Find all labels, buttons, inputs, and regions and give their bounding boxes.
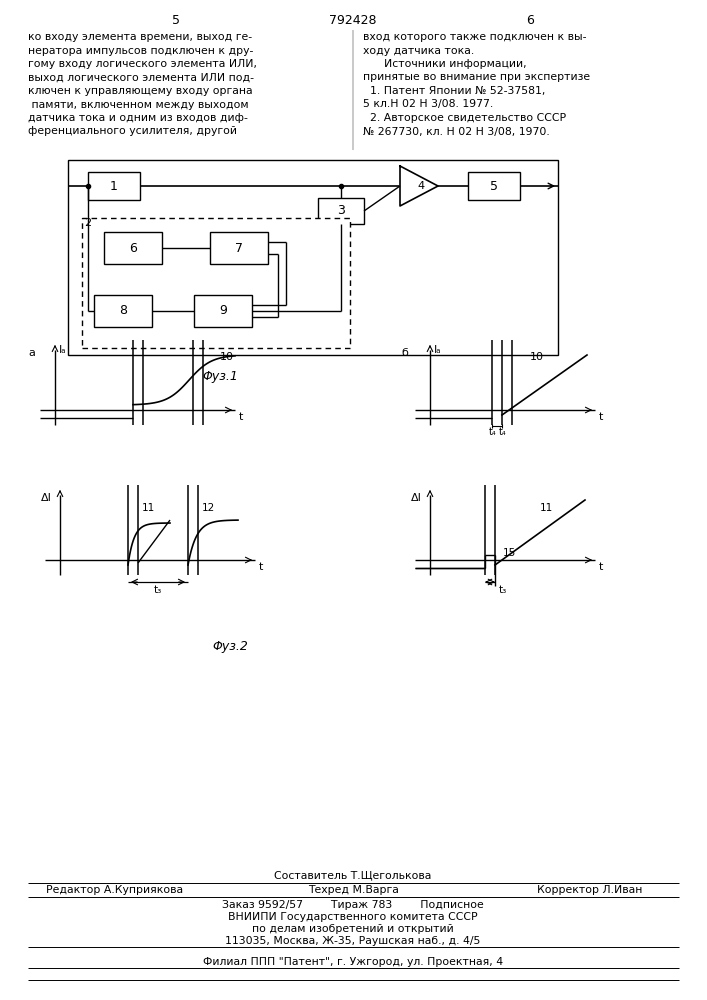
Text: 792428: 792428 — [329, 14, 377, 27]
Text: t: t — [599, 562, 603, 572]
Text: 9: 9 — [219, 304, 227, 318]
Text: 113035, Москва, Ж-35, Раушская наб., д. 4/5: 113035, Москва, Ж-35, Раушская наб., д. … — [226, 936, 481, 946]
Bar — [104, 232, 162, 264]
Text: 6: 6 — [526, 14, 534, 27]
Text: 1. Патент Японии № 52-37581,: 1. Патент Японии № 52-37581, — [363, 86, 545, 96]
Text: 2: 2 — [84, 218, 91, 228]
Text: Φуз.2: Φуз.2 — [212, 640, 248, 653]
Text: ко входу элемента времени, выход ге-: ко входу элемента времени, выход ге- — [28, 32, 252, 42]
Text: 11: 11 — [142, 503, 156, 513]
Text: датчика тока и одним из входов диф-: датчика тока и одним из входов диф- — [28, 113, 248, 123]
Bar — [68, 160, 558, 355]
Text: 10: 10 — [220, 352, 234, 362]
Text: 7: 7 — [235, 241, 243, 254]
Text: по делам изобретений и открытий: по делам изобретений и открытий — [252, 924, 454, 934]
Bar — [94, 295, 152, 327]
Text: Заказ 9592/57        Тираж 783        Подписное: Заказ 9592/57 Тираж 783 Подписное — [222, 900, 484, 910]
Text: 1: 1 — [110, 180, 118, 192]
Bar — [318, 198, 364, 224]
Text: t₄: t₄ — [499, 427, 507, 437]
Text: 11: 11 — [540, 503, 554, 513]
Text: ΔI: ΔI — [411, 493, 422, 503]
Text: t: t — [239, 412, 243, 422]
Bar — [210, 232, 268, 264]
Polygon shape — [400, 166, 438, 206]
Text: б: б — [401, 348, 408, 358]
Text: t₃: t₃ — [154, 585, 162, 595]
Text: выход логического элемента ИЛИ под-: выход логического элемента ИЛИ под- — [28, 73, 254, 83]
Text: 8: 8 — [119, 304, 127, 318]
Text: 6: 6 — [129, 241, 137, 254]
Text: 3: 3 — [337, 205, 345, 218]
Text: ходу датчика тока.: ходу датчика тока. — [363, 45, 474, 55]
Text: 4: 4 — [417, 181, 425, 191]
Text: нератора импульсов подключен к дру-: нератора импульсов подключен к дру- — [28, 45, 253, 55]
Text: Составитель Т.Щеголькова: Составитель Т.Щеголькова — [274, 870, 432, 880]
Text: 10: 10 — [530, 352, 544, 362]
Text: ВНИИПИ Государственного комитета СССР: ВНИИПИ Государственного комитета СССР — [228, 912, 478, 922]
Text: Источники информации,: Источники информации, — [363, 59, 527, 69]
Text: 5: 5 — [172, 14, 180, 27]
Text: Iₐ: Iₐ — [59, 345, 66, 355]
Text: 5: 5 — [490, 180, 498, 192]
Text: № 267730, кл. Н 02 Н 3/08, 1970.: № 267730, кл. Н 02 Н 3/08, 1970. — [363, 126, 550, 136]
Text: памяти, включенном между выходом: памяти, включенном между выходом — [28, 100, 249, 109]
Bar — [82, 218, 350, 348]
Text: Филиал ППП "Патент", г. Ужгород, ул. Проектная, 4: Филиал ППП "Патент", г. Ужгород, ул. Про… — [203, 957, 503, 967]
Text: ΔI: ΔI — [41, 493, 52, 503]
Text: ференциального усилителя, другой: ференциального усилителя, другой — [28, 126, 237, 136]
Text: 12: 12 — [202, 503, 215, 513]
Text: t: t — [599, 412, 603, 422]
Text: ключен к управляющему входу органа: ключен к управляющему входу органа — [28, 86, 252, 96]
Text: принятые во внимание при экспертизе: принятые во внимание при экспертизе — [363, 73, 590, 83]
Text: Iₐ: Iₐ — [434, 345, 442, 355]
Text: t: t — [259, 562, 264, 572]
Text: t₃: t₃ — [499, 585, 507, 595]
Text: t₄: t₄ — [489, 427, 497, 437]
Text: Техред М.Варга: Техред М.Варга — [308, 885, 399, 895]
Text: гому входу логического элемента ИЛИ,: гому входу логического элемента ИЛИ, — [28, 59, 257, 69]
Text: вход которого также подключен к вы-: вход которого также подключен к вы- — [363, 32, 587, 42]
Text: 5 кл.Н 02 Н 3/08. 1977.: 5 кл.Н 02 Н 3/08. 1977. — [363, 100, 493, 109]
Bar — [88, 172, 140, 200]
Text: Корректор Л.Иван: Корректор Л.Иван — [537, 885, 643, 895]
Text: a: a — [28, 348, 35, 358]
Text: 2. Авторское свидетельство СССР: 2. Авторское свидетельство СССР — [363, 113, 566, 123]
Text: Φуз.1: Φуз.1 — [202, 370, 238, 383]
Bar — [468, 172, 520, 200]
Text: Редактор А.Куприякова: Редактор А.Куприякова — [47, 885, 184, 895]
Bar — [194, 295, 252, 327]
Text: 15: 15 — [503, 548, 516, 558]
